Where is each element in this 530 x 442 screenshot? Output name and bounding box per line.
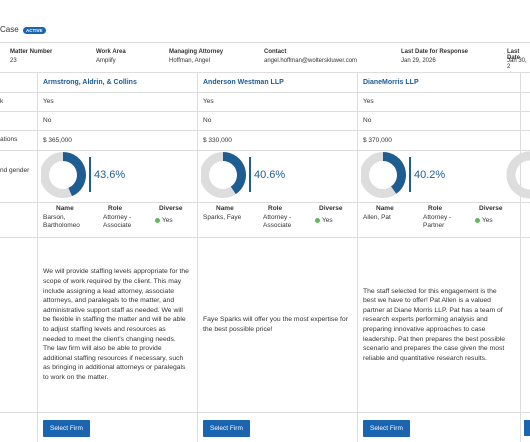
detail-label: Managing Attorney [169, 49, 224, 55]
diverse-dot [475, 218, 480, 223]
status-badge: ACTIVE [23, 27, 46, 34]
partial-button [524, 420, 530, 436]
donut-arc [382, 152, 406, 194]
people-header: Name [216, 205, 234, 212]
description: The staff selected for this engagement i… [363, 287, 506, 362]
description: We will provide staffing levels appropri… [43, 268, 189, 381]
firm-name: Anderson Westman LLP [203, 79, 284, 86]
detail-label: Matter Number [10, 49, 53, 55]
divider [197, 72, 198, 442]
answer: Yes [203, 98, 214, 105]
answer: No [203, 117, 212, 124]
divider [0, 92, 530, 93]
select-button[interactable]: Select Firm [43, 420, 90, 437]
people-header: Role [268, 205, 283, 212]
diverse-dot [315, 218, 320, 223]
detail-label: Last Date [507, 49, 521, 61]
detail-label: Work Area [96, 49, 126, 55]
people-header: Role [428, 205, 443, 212]
description: Faye Sparks will offer you the most expe… [203, 316, 348, 333]
detail-value: Amplify [96, 58, 116, 64]
person-name: Barson, Bartholomeo [43, 214, 80, 229]
select-button[interactable]: Select Firm [203, 420, 250, 437]
divider [0, 111, 530, 112]
accent-line [409, 157, 411, 192]
accent-line [89, 157, 91, 192]
diversity-label: 40.6% [254, 169, 286, 181]
row-label: k [0, 98, 4, 105]
person-role: Attorney - Partner [423, 214, 452, 229]
person-name: Allen, Pat [363, 214, 391, 221]
title: Case [0, 25, 19, 34]
divider [0, 42, 530, 43]
people-header: Role [108, 205, 123, 212]
row-label: ations [0, 136, 18, 143]
divider [0, 72, 530, 73]
detail-value: 23 [10, 58, 17, 64]
detail-value: Hoffman, Angel [169, 58, 210, 64]
firm-name: DianeMorris LLP [363, 79, 419, 86]
diverse-dot [155, 218, 160, 223]
donut [201, 152, 246, 198]
person-diverse: Yes [482, 217, 493, 224]
people-header: Diverse [319, 205, 343, 212]
detail-label: Last Date for Response [401, 49, 469, 55]
divider [37, 72, 38, 442]
people-header: Name [56, 205, 74, 212]
partial-donut [506, 151, 530, 199]
people-header: Diverse [479, 205, 503, 212]
budget: $ 330,000 [203, 137, 232, 144]
donut-arc [62, 152, 86, 197]
divider [520, 72, 521, 442]
budget: $ 370,000 [363, 137, 392, 144]
people-header: Name [376, 205, 394, 212]
person-diverse: Yes [162, 217, 173, 224]
diversity-label: 43.6% [94, 169, 126, 181]
divider [0, 202, 530, 203]
person-role: Attorney - Associate [103, 214, 132, 229]
person-role: Attorney - Associate [263, 214, 292, 229]
answer: Yes [363, 98, 374, 105]
detail-value: Jan 30, 2 [507, 58, 527, 70]
answer: No [363, 117, 372, 124]
select-button[interactable]: Select Firm [363, 420, 410, 437]
person-name: Sparks, Faye [203, 214, 242, 221]
divider [0, 237, 530, 238]
donut-arc [222, 152, 246, 195]
row-label: nd gender [0, 167, 30, 174]
person-diverse: Yes [322, 217, 333, 224]
detail-label: Contact [264, 49, 287, 55]
divider [0, 150, 530, 151]
divider [0, 412, 530, 413]
divider [357, 72, 358, 442]
firm-name: Armstrong, Aldrin, & Collins [43, 79, 137, 86]
divider [0, 130, 530, 131]
detail-value: angel.hoffman@wolterskluwer.com [264, 58, 358, 64]
donut [361, 152, 406, 198]
people-header: Diverse [159, 205, 183, 212]
diversity-label: 40.2% [414, 169, 446, 181]
detail-value: Jan 29, 2026 [401, 58, 436, 64]
answer: Yes [43, 98, 54, 105]
accent-line [249, 157, 251, 192]
donut [41, 152, 86, 198]
answer: No [43, 117, 52, 124]
budget: $ 365,000 [43, 137, 72, 144]
